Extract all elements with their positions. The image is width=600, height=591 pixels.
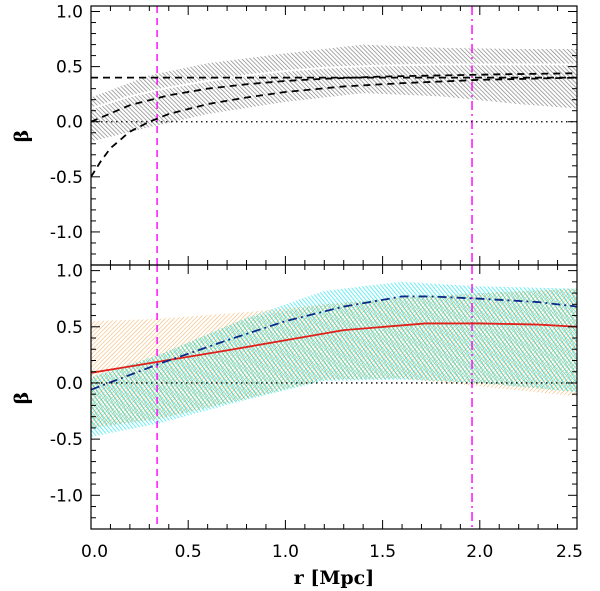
bottom-series-blue-dash-dot — [91, 295, 577, 391]
bottom-y-tick-label: -0.5 — [50, 430, 83, 450]
x-tick-label: 2.0 — [466, 542, 493, 562]
top-axes-frame — [90, 5, 578, 266]
bottom-y-tick-label: 1.0 — [56, 262, 83, 282]
top-series-dashed-model-2 — [91, 76, 577, 178]
x-axis-title: r [Mpc] — [294, 567, 375, 589]
top-y-tick-label: 1.0 — [56, 3, 83, 23]
bottom-series-red-solid — [91, 322, 577, 374]
top-y-tick-label: -1.0 — [50, 223, 83, 243]
bottom-axes-frame — [90, 264, 578, 530]
bottom-y-tick-label: 0.5 — [56, 318, 83, 338]
top-series-white-solid — [91, 63, 577, 110]
x-tick-label: 0.0 — [81, 542, 108, 562]
bottom-y-tick-label: 0.0 — [56, 374, 83, 394]
bottom-panel — [91, 265, 577, 529]
top-series-dashed-model-1 — [91, 72, 577, 123]
bottom-y-axis-title: β — [11, 392, 33, 405]
top-uncertainty-band — [91, 44, 577, 142]
top-y-tick-label: 0.0 — [56, 113, 83, 133]
x-tick-label: 2.5 — [556, 542, 583, 562]
bottom-overlap-band — [91, 288, 577, 428]
top-y-tick-label: -0.5 — [50, 168, 83, 188]
top-panel — [91, 6, 577, 265]
x-tick-label: 0.5 — [175, 542, 202, 562]
bottom-y-tick-label: -1.0 — [50, 486, 83, 506]
axes-layer: 1.0 0.5 0.0 -0.5 -1.0 1.0 0.5 0.0 -0.5 -1.0 0.0 0.5… — [50, 3, 583, 562]
top-y-axis-title: β — [11, 130, 33, 143]
x-tick-label: 1.0 — [272, 542, 299, 562]
top-y-tick-label: 0.5 — [56, 58, 83, 78]
x-tick-label: 1.5 — [369, 542, 396, 562]
